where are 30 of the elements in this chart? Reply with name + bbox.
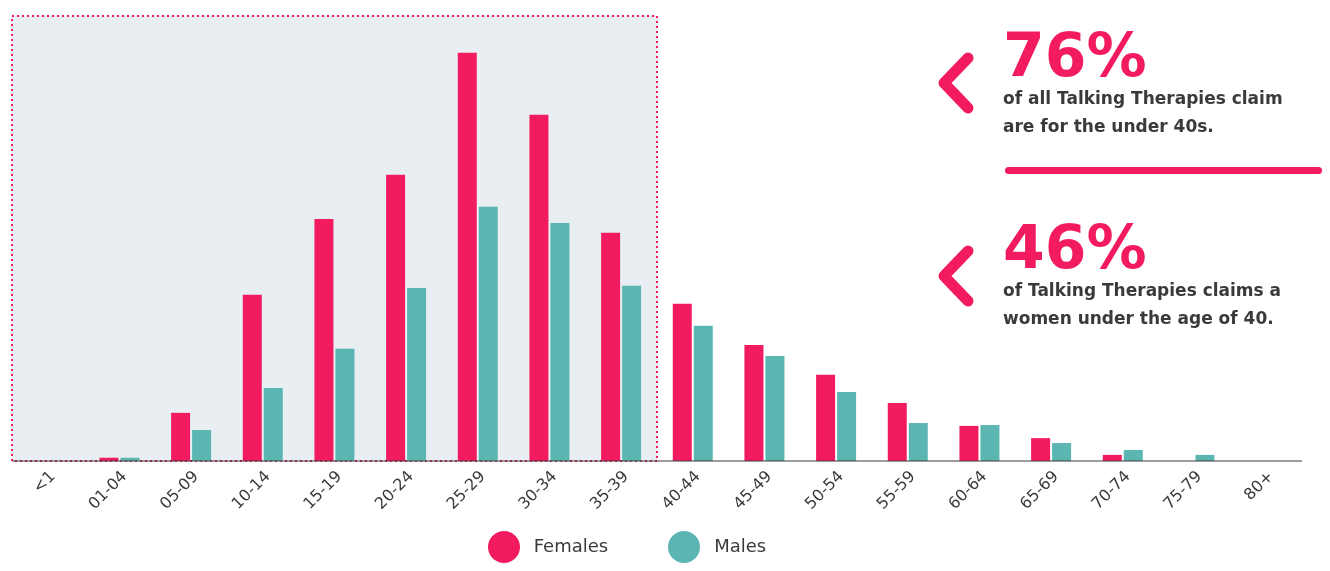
bar	[837, 392, 857, 461]
bar	[1123, 449, 1143, 461]
x-tick-label: <1	[28, 466, 59, 497]
annotation: of all Talking Therapies claim	[1003, 87, 1283, 110]
bar	[765, 356, 785, 461]
bar	[192, 429, 212, 461]
annotation: are for the under 40s.	[1003, 115, 1215, 138]
bar	[744, 345, 764, 461]
legend-label: Females	[533, 535, 609, 556]
bar	[550, 222, 570, 461]
bar	[263, 387, 283, 461]
annotation: 76%	[1003, 20, 1148, 90]
annotation: 46%	[1003, 212, 1148, 282]
annotation: women under the age of 40.	[1003, 307, 1275, 330]
bar	[887, 403, 907, 461]
bar	[407, 287, 427, 461]
bar	[478, 206, 498, 461]
bar	[908, 423, 928, 461]
bar	[622, 285, 642, 461]
bar	[693, 325, 713, 461]
bar	[816, 374, 836, 461]
bar	[1052, 443, 1072, 461]
legend-label: Males	[714, 535, 767, 556]
bar	[980, 425, 1000, 461]
bar	[959, 425, 979, 461]
x-tick-label: 80+	[1239, 466, 1278, 504]
annotation: of Talking Therapies claims a	[1003, 279, 1282, 302]
bar	[335, 348, 355, 461]
bar	[672, 303, 692, 461]
bar	[1031, 438, 1051, 461]
